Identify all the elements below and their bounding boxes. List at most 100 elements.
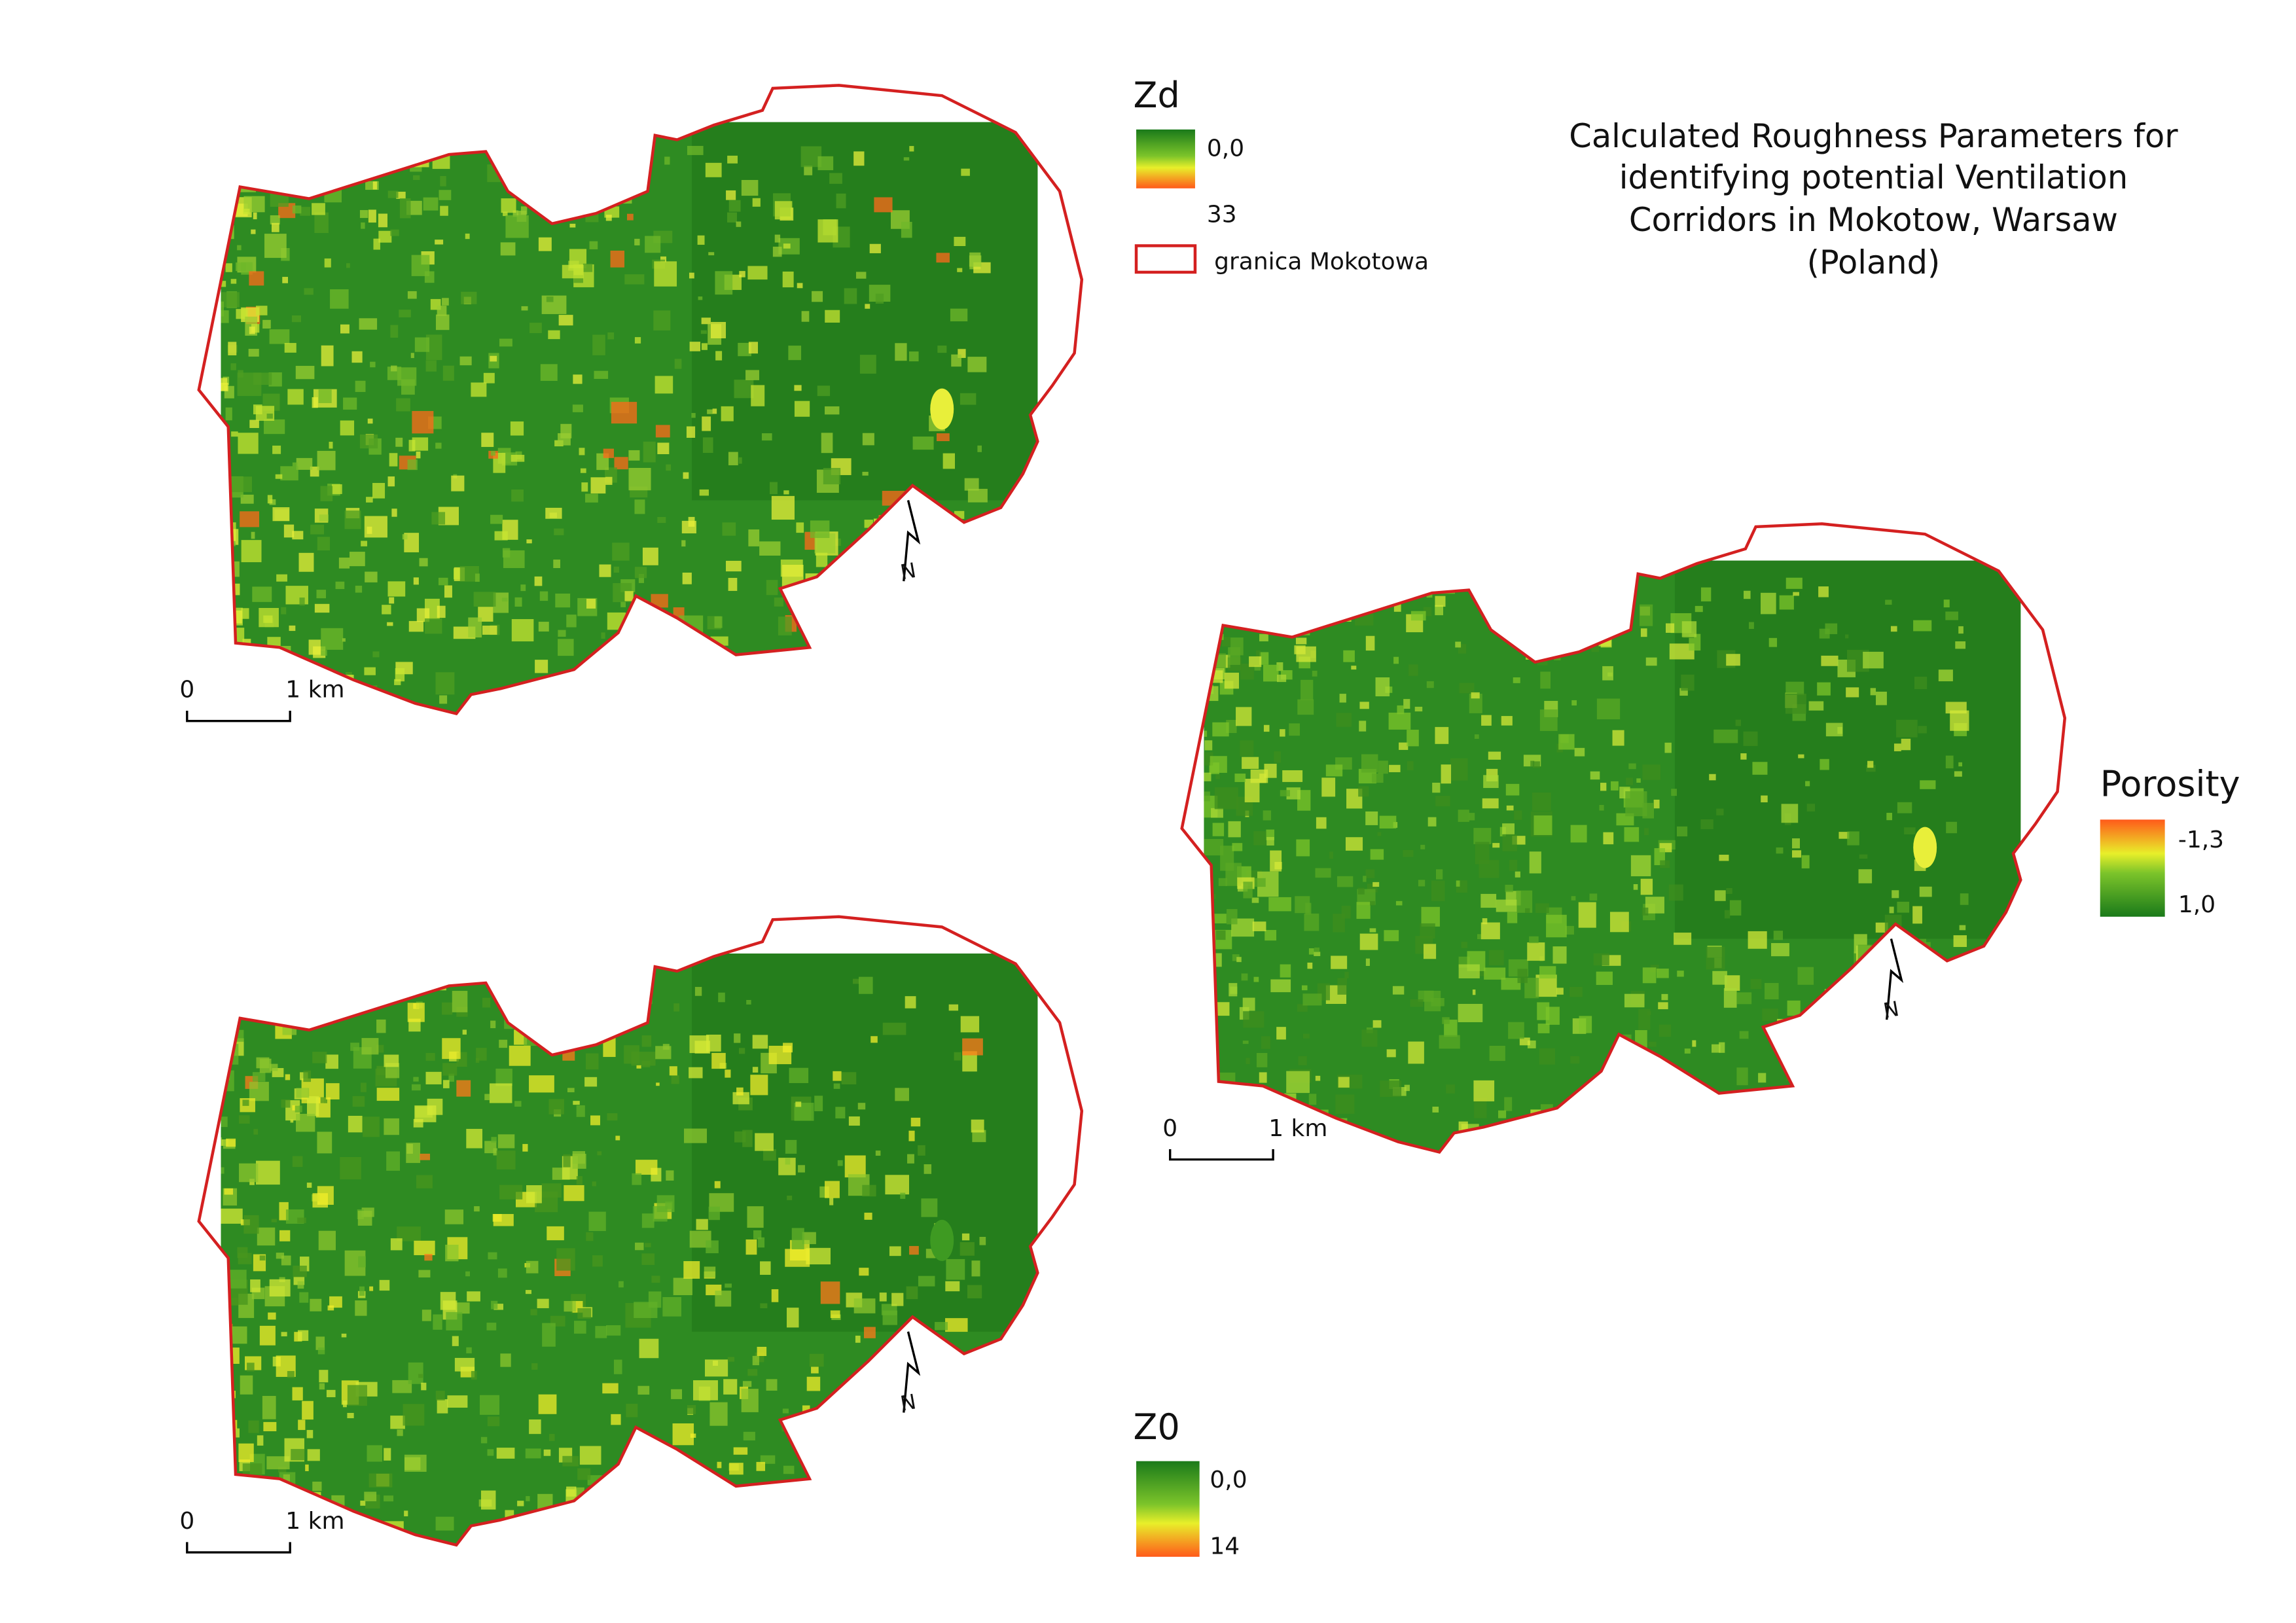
raster-patch (403, 1404, 425, 1426)
raster-patch (493, 1214, 514, 1226)
raster-patch (266, 1456, 290, 1470)
raster-patch (1435, 605, 1443, 616)
raster-patch (287, 389, 304, 405)
raster-patch (1735, 719, 1742, 726)
raster-patch (1469, 813, 1475, 821)
raster-patch (635, 1160, 658, 1175)
raster-patch (292, 1387, 303, 1400)
raster-patch (1640, 878, 1653, 895)
raster-patch (496, 1448, 515, 1459)
raster-patch (1242, 757, 1259, 769)
raster-patch (942, 453, 955, 469)
raster-patch (882, 1310, 897, 1325)
raster-patch (1488, 751, 1501, 760)
raster-patch (384, 1054, 399, 1067)
district-boundary (197, 84, 1084, 716)
raster-patch (323, 972, 336, 984)
raster-patch (423, 197, 439, 211)
raster-patch (363, 1116, 380, 1137)
raster-patch (794, 401, 810, 417)
raster-patch (609, 1527, 614, 1533)
raster-patch (1846, 687, 1859, 698)
raster-patch (1664, 742, 1672, 753)
raster-patch (1785, 681, 1804, 696)
raster-patch (221, 1009, 226, 1024)
raster-patch (511, 489, 524, 502)
north-label: N (1882, 997, 1901, 1024)
raster-patch (1750, 978, 1762, 990)
raster-patch (327, 1305, 334, 1311)
raster-patch (236, 309, 248, 319)
raster-patch (394, 679, 401, 685)
raster-patch (833, 1083, 840, 1089)
raster-patch (770, 482, 778, 495)
raster-patch (1210, 1115, 1222, 1131)
raster-patch (1744, 590, 1751, 599)
raster-patch (404, 1510, 408, 1516)
raster-patch (756, 1461, 766, 1471)
raster-patch (615, 1135, 620, 1141)
north-arrow (903, 1331, 921, 1413)
raster-patch (1204, 952, 1215, 970)
raster-patch (1914, 676, 1928, 690)
raster-patch (372, 482, 386, 499)
raster-patch (1626, 1070, 1641, 1088)
raster-patch (1791, 838, 1800, 849)
raster-patch (923, 535, 940, 551)
raster-patch (501, 198, 516, 213)
raster-patch (632, 1173, 642, 1185)
raster-patch (752, 1035, 768, 1049)
raster-patch (284, 343, 296, 353)
raster-patch (1832, 1135, 1845, 1147)
raster-patch (399, 310, 411, 317)
raster (1204, 560, 2021, 1152)
raster-patch (950, 1451, 965, 1461)
raster-patch (242, 1463, 262, 1483)
raster-patch (493, 1304, 504, 1310)
raster-patch (512, 210, 519, 217)
raster-patch (418, 1270, 431, 1278)
raster-patch (543, 1449, 551, 1456)
raster-patch (283, 1474, 290, 1483)
raster-patch (1218, 878, 1227, 886)
raster-patch (1502, 823, 1515, 835)
raster-patch (526, 539, 532, 544)
raster-patch (1762, 1008, 1778, 1021)
raster-patch (1945, 755, 1954, 769)
raster-patch (1251, 878, 1266, 887)
raster-patch (342, 1400, 347, 1408)
raster-patch (510, 421, 524, 436)
raster-patch (962, 1038, 983, 1056)
raster-patch (249, 1082, 269, 1101)
raster-patch (825, 406, 840, 415)
raster-patch (243, 1215, 259, 1234)
raster-patch (251, 531, 255, 539)
raster-patch (1215, 584, 1229, 599)
raster-patch (538, 237, 552, 251)
raster-patch (221, 1021, 232, 1035)
raster-patch (348, 1115, 363, 1133)
raster-patch (936, 253, 950, 263)
raster-patch (272, 1003, 285, 1014)
raster-patch (1787, 1000, 1801, 1016)
raster-patch (675, 660, 679, 664)
raster-patch (221, 1280, 224, 1286)
raster-patch (626, 1404, 638, 1418)
raster-patch (293, 1265, 307, 1277)
raster-patch (530, 1309, 537, 1315)
raster-patch (1776, 847, 1784, 854)
raster-patch (360, 985, 367, 991)
raster-patch (708, 1206, 720, 1221)
raster-patch (1242, 1041, 1249, 1044)
raster-patch (747, 1206, 764, 1228)
raster-patch (908, 351, 919, 362)
raster-patch (1418, 880, 1426, 887)
raster-patch (1300, 679, 1314, 700)
raster-patch (1955, 641, 1966, 649)
raster-patch (742, 1381, 752, 1387)
raster-patch (1204, 740, 1213, 751)
raster-patch (397, 367, 417, 386)
raster-patch (1578, 1105, 1598, 1121)
raster-patch (644, 1243, 651, 1247)
raster-patch (548, 1434, 555, 1441)
